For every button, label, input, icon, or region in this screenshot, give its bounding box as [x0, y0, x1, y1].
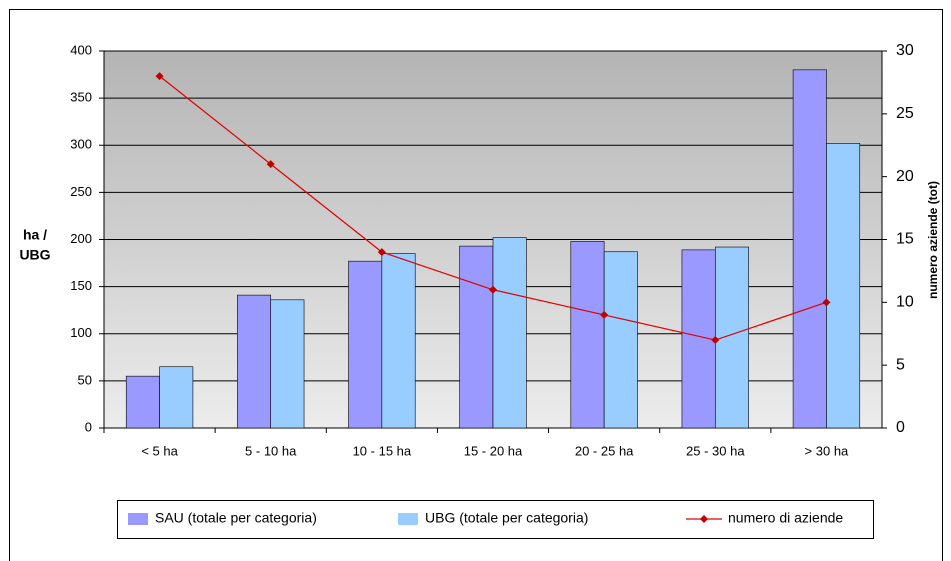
- x-tick-label: 5 - 10 ha: [245, 443, 297, 458]
- legend-swatch: [398, 513, 418, 525]
- bar: [348, 260, 383, 429]
- legend-swatch: [128, 513, 148, 525]
- bar: [714, 246, 749, 429]
- y2-tick-label: 20: [896, 168, 914, 185]
- bar: [237, 294, 272, 429]
- bar: [792, 69, 827, 429]
- bar: [492, 237, 527, 429]
- y2-tick-label: 0: [896, 419, 905, 436]
- y-tick-label: 250: [70, 184, 92, 199]
- line-marker: [711, 336, 720, 345]
- bar: [270, 299, 305, 429]
- line-marker: [489, 285, 497, 294]
- y-tick-label: 400: [70, 42, 92, 57]
- y-tick-label: 50: [78, 372, 92, 387]
- line-marker: [377, 248, 386, 257]
- y-tick-label: 200: [70, 231, 92, 246]
- y-tick-label: 150: [70, 278, 92, 293]
- bar: [603, 251, 638, 429]
- bar: [159, 366, 194, 429]
- line-marker: [822, 298, 831, 307]
- line-marker: [600, 310, 609, 319]
- bar: [381, 253, 416, 429]
- bar: [681, 249, 716, 429]
- y-tick-label: 300: [70, 137, 92, 152]
- y2-tick-label: 5: [896, 356, 905, 373]
- x-tick-label: 25 - 30 ha: [686, 443, 745, 458]
- bar: [570, 241, 605, 429]
- bar: [125, 375, 160, 429]
- y-tick-label: 350: [70, 90, 92, 105]
- legend-label: SAU (totale per categoria): [155, 510, 317, 526]
- bar: [459, 245, 494, 429]
- y-tick-label: 0: [85, 419, 92, 434]
- x-tick-label: 20 - 25 ha: [575, 443, 634, 458]
- y2-tick-label: 25: [896, 105, 914, 122]
- x-tick-label: > 30 ha: [805, 443, 850, 458]
- y2-tick-label: 30: [896, 42, 914, 59]
- line-marker: [155, 72, 164, 81]
- x-tick-label: < 5 ha: [141, 443, 178, 458]
- legend-marker: [700, 515, 708, 523]
- line-marker: [266, 160, 275, 169]
- y2-tick-label: 15: [896, 231, 914, 248]
- legend-label: UBG (totale per categoria): [425, 510, 588, 526]
- y-axis-label: ha /: [23, 227, 47, 243]
- legend-label: numero di aziende: [728, 510, 843, 526]
- bar: [826, 143, 861, 429]
- y-tick-label: 100: [70, 325, 92, 340]
- y2-tick-label: 10: [896, 294, 914, 311]
- y2-axis-label: numero aziende (tot): [926, 181, 940, 299]
- x-tick-label: 15 - 20 ha: [464, 443, 523, 458]
- x-tick-label: 10 - 15 ha: [353, 443, 412, 458]
- legend: [117, 500, 874, 539]
- y-axis-label: UBG: [19, 247, 50, 263]
